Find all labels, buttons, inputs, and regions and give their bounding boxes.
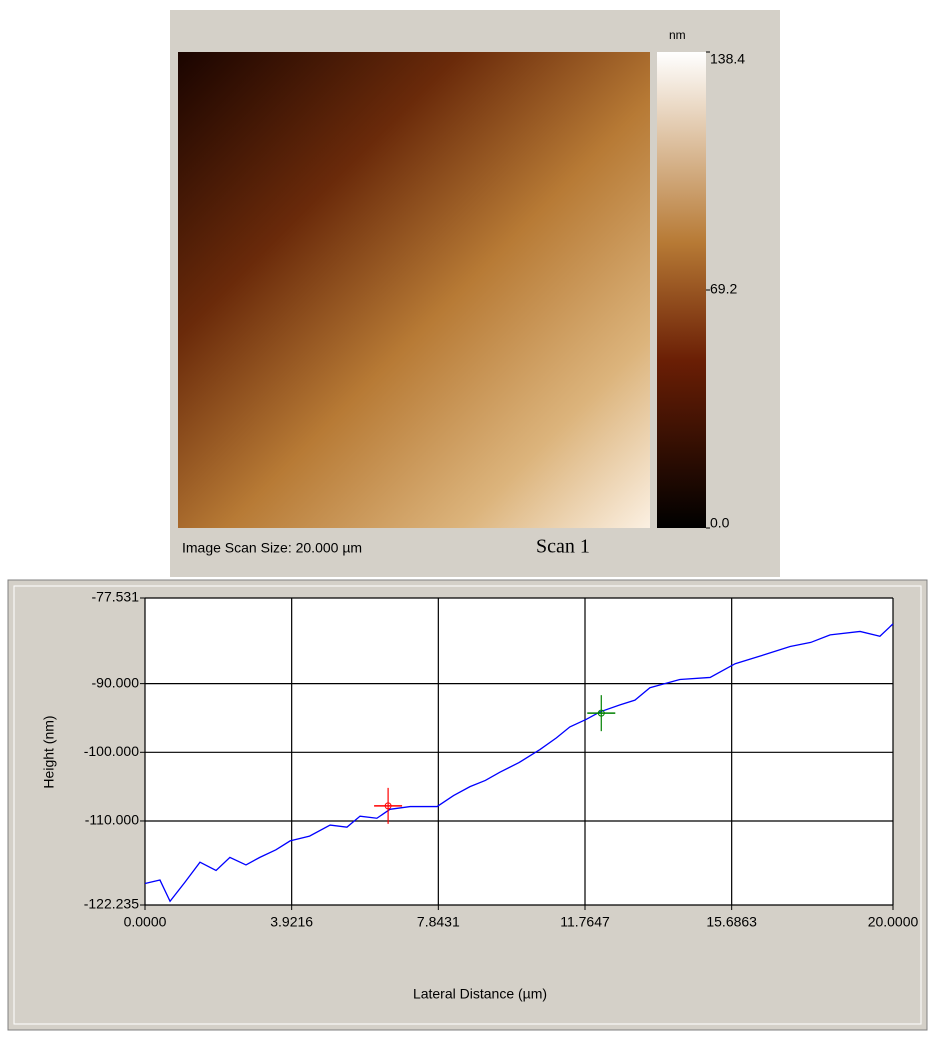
colorbar-tick-label: 138.4 [710, 51, 745, 67]
colorbar [657, 52, 706, 528]
cursor-point [384, 802, 392, 810]
x-tick-label: 15.6863 [706, 914, 757, 930]
x-tick-label: 0.0000 [124, 914, 167, 930]
panel-bevel [13, 585, 922, 1025]
profile-line [144, 623, 894, 903]
y-tick-label: -77.531 [92, 589, 140, 605]
cursor-point [597, 709, 605, 717]
y-axis-label: Height (nm) [41, 715, 57, 788]
x-axis-label: Lateral Distance (µm) [413, 986, 547, 1002]
scan-image [178, 52, 650, 528]
x-tick-label: 7.8431 [417, 914, 460, 930]
plot-area [145, 598, 893, 905]
x-tick-label: 3.9216 [270, 914, 313, 930]
x-tick-label: 11.7647 [560, 914, 610, 930]
colorbar-tick-label: 69.2 [710, 281, 737, 297]
y-tick-label: -100.000 [84, 743, 139, 759]
scan-title: Scan 1 [536, 536, 590, 558]
y-tick-label: -90.000 [92, 674, 140, 690]
y-tick-label: -110.000 [85, 812, 139, 828]
scan-caption: Image Scan Size: 20.000 µm [182, 540, 362, 556]
x-tick-label: 20.0000 [868, 914, 919, 930]
colorbar-unit: nm [669, 28, 686, 42]
y-tick-label: -122.235 [84, 896, 139, 912]
colorbar-tick-label: 0.0 [710, 515, 730, 531]
